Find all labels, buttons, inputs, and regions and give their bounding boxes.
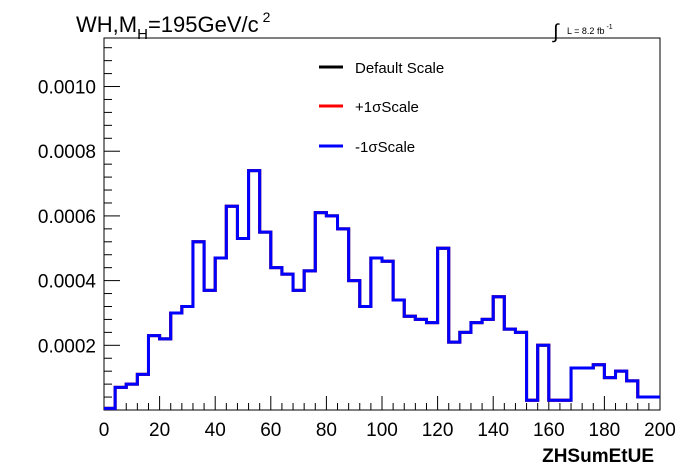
integral-sign: ∫ bbox=[552, 21, 560, 43]
x-axis-ticks: 0 20 40 60 80 100 120 140 160 180 200 bbox=[99, 396, 676, 441]
y-tick-label: 0.0002 bbox=[38, 336, 96, 357]
x-axis-title: ZHSumEtUE bbox=[542, 446, 654, 467]
x-tick-label: 80 bbox=[316, 420, 337, 441]
x-tick-label: 40 bbox=[205, 420, 226, 441]
y-tick-label: 0.0004 bbox=[38, 272, 97, 293]
x-tick-label: 200 bbox=[644, 420, 676, 441]
legend-label-default: Default Scale bbox=[355, 60, 444, 77]
y-axis-ticks: 0.0002 0.0004 0.0006 0.0008 0.0010 bbox=[38, 47, 120, 398]
x-tick-label: 120 bbox=[422, 420, 454, 441]
chart-title: WH,MH=195GeV/c 2 bbox=[76, 9, 271, 43]
x-tick-label: 160 bbox=[533, 420, 565, 441]
legend-label-plus1sigma: +1σScale bbox=[355, 99, 419, 116]
y-tick-label: 0.0006 bbox=[38, 207, 96, 228]
legend-label-minus1sigma: -1σScale bbox=[355, 139, 415, 156]
y-tick-label: 0.0010 bbox=[38, 78, 96, 99]
y-tick-label: 0.0008 bbox=[38, 142, 96, 163]
x-tick-label: 60 bbox=[260, 420, 281, 441]
x-tick-label: 20 bbox=[149, 420, 170, 441]
x-tick-label: 180 bbox=[589, 420, 621, 441]
x-tick-label: 140 bbox=[477, 420, 509, 441]
lumi-label: L = 8.2 fb -1 bbox=[567, 24, 613, 36]
x-tick-label: 0 bbox=[99, 420, 110, 441]
series-line-2 bbox=[104, 169, 660, 410]
legend: Default Scale +1σScale -1σScale bbox=[319, 60, 444, 156]
series-layer bbox=[104, 169, 660, 410]
x-tick-label: 100 bbox=[366, 420, 398, 441]
